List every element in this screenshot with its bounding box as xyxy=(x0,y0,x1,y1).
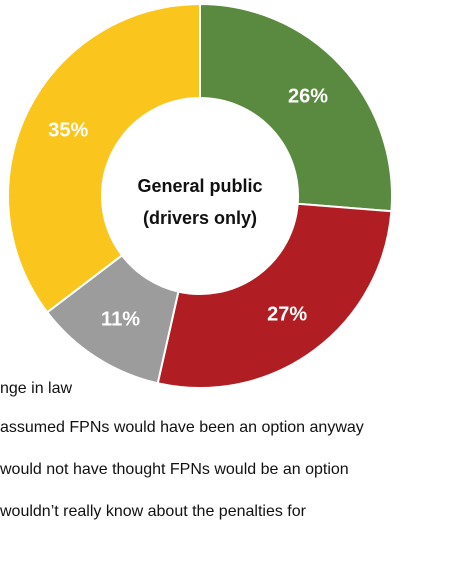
legend: nge in law assumed FPNs would have been … xyxy=(0,380,364,520)
slice-label-2: 27% xyxy=(267,303,307,325)
legend-item-4: wouldn’t really know about the penalties… xyxy=(0,503,307,520)
donut-slices xyxy=(7,2,393,389)
legend-item-3: would not have thought FPNs would be an … xyxy=(0,461,349,478)
slice-label-3: 11% xyxy=(101,309,140,331)
donut-slice-1 xyxy=(199,2,393,213)
donut-slice-4 xyxy=(7,2,201,314)
slice-labels: 26% 27% 11% 35% xyxy=(48,85,328,330)
legend-item-2: assumed FPNs would have been an option a… xyxy=(0,419,364,436)
center-label-line-1: General public xyxy=(137,176,262,196)
center-label-line-2: (drivers only) xyxy=(143,208,257,228)
slice-label-4: 35% xyxy=(48,120,88,142)
slice-label-1: 26% xyxy=(288,85,328,107)
legend-item-1: nge in law xyxy=(0,380,72,397)
donut-slice-2 xyxy=(156,202,393,389)
